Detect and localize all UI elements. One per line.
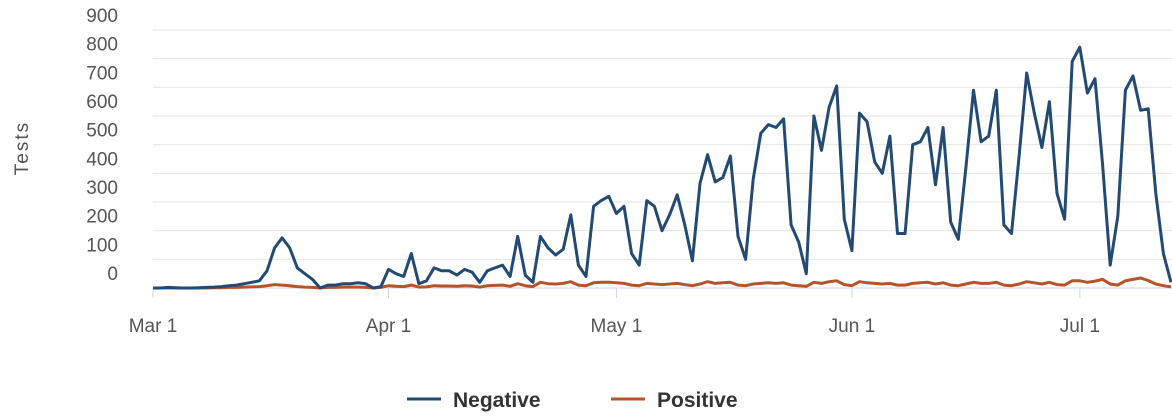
x-tick-label: Jul 1	[1060, 316, 1100, 337]
x-tick-label: Apr 1	[366, 316, 411, 337]
legend-label: Negative	[453, 389, 541, 412]
y-tick-label: 200	[86, 207, 118, 228]
y-axis-label: Tests	[12, 121, 33, 175]
x-tick-label: May 1	[591, 316, 643, 337]
y-tick-label: 0	[107, 264, 118, 285]
x-tick-label: Mar 1	[129, 316, 178, 337]
y-tick-label: 900	[86, 6, 118, 27]
y-tick-label: 500	[86, 121, 118, 142]
y-tick-label: 300	[86, 178, 118, 199]
line-series	[153, 276, 1172, 290]
x-tick-label: Jun 1	[829, 316, 875, 337]
line-series	[153, 45, 1172, 290]
y-tick-label: 400	[86, 149, 118, 170]
y-tick-label: 600	[86, 92, 118, 113]
legend-label: Positive	[657, 389, 738, 412]
y-tick-label: 700	[86, 63, 118, 84]
y-tick-label: 100	[86, 235, 118, 256]
y-tick-label: 800	[86, 35, 118, 56]
